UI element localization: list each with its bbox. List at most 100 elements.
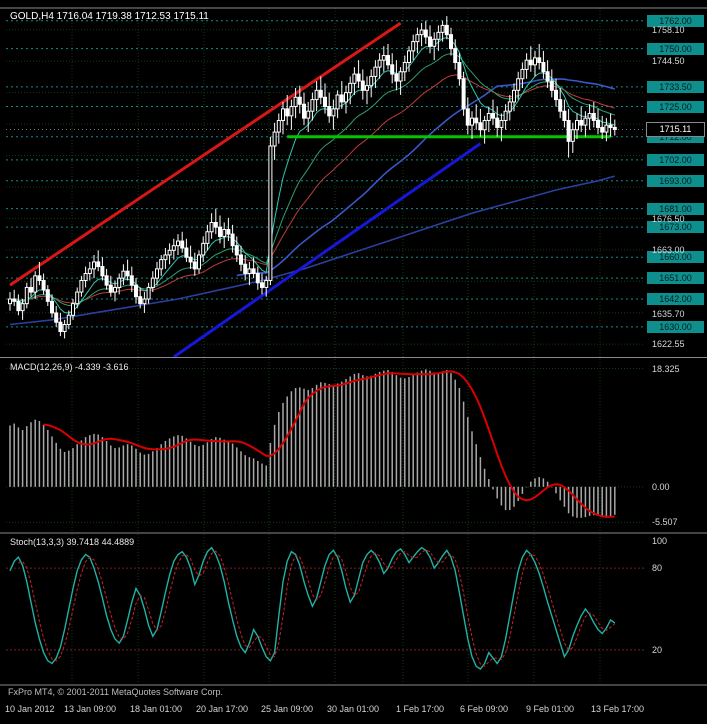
candle-body (108, 284, 113, 293)
candle-body (92, 261, 96, 270)
candle-body (117, 277, 122, 288)
macd-histogram-bar (47, 430, 49, 487)
macd-histogram-bar (311, 388, 314, 487)
macd-histogram-bar (614, 486, 616, 515)
macd-histogram-bar (164, 440, 167, 487)
price-level-label: 1642.00 (647, 293, 704, 305)
candle-body (234, 245, 239, 256)
macd-histogram-bar (483, 468, 486, 487)
macd-histogram-bar (189, 441, 192, 487)
candle-body (75, 291, 80, 305)
candle-body (176, 240, 180, 247)
macd-histogram-bar (601, 486, 603, 518)
candle-body (432, 38, 437, 47)
macd-histogram-bar (114, 448, 116, 487)
candle-body (482, 119, 487, 131)
macd-histogram-bar (534, 478, 536, 487)
candle-body (499, 119, 504, 128)
time-axis-label: 10 Jan 2012 (5, 704, 55, 714)
macd-histogram-bar (567, 486, 570, 514)
macd-histogram-bar (303, 388, 305, 487)
candle-body (71, 303, 75, 316)
macd-histogram-bar (416, 372, 419, 487)
macd-histogram-bar (80, 440, 83, 487)
macd-histogram-bar (105, 440, 108, 487)
candle-body (264, 279, 269, 288)
macd-histogram-bar (290, 391, 293, 487)
macd-histogram-bar (370, 375, 372, 487)
candle-body (562, 110, 567, 121)
candle-body (356, 73, 361, 82)
candle-body (579, 119, 584, 126)
candle-body (402, 61, 407, 73)
candle-body (134, 284, 138, 298)
candle-body (415, 34, 420, 43)
macd-histogram-bar (521, 486, 524, 494)
macd-histogram-bar (345, 379, 347, 487)
candle-body (243, 263, 248, 275)
macd-histogram-bar (395, 375, 398, 487)
macd-scale-label: 0.00 (652, 482, 670, 492)
candle-body (528, 59, 533, 66)
macd-histogram-bar (458, 388, 461, 487)
time-axis-label: 13 Feb 17:00 (591, 704, 645, 714)
macd-histogram-bar (433, 372, 435, 487)
candle-body (29, 286, 33, 293)
macd-histogram-bar (353, 373, 356, 487)
candle-body (268, 145, 273, 281)
candle-body (608, 124, 613, 128)
macd-histogram-bar (265, 465, 267, 487)
candle-body (184, 247, 189, 258)
macd-histogram-bar (55, 442, 57, 487)
candle-body (478, 122, 483, 131)
ma-slow-line (9, 175, 616, 326)
macd-histogram-bar (378, 371, 381, 487)
macd-histogram-bar (231, 443, 234, 487)
stoch-indicator-label: Stoch(13,3,3) 39.7418 44.4889 (10, 537, 135, 547)
macd-histogram-bar (563, 486, 566, 507)
macd-histogram-bar (9, 425, 11, 487)
macd-histogram-bar (307, 389, 309, 487)
macd-histogram-bar (391, 371, 393, 487)
time-axis-label: 13 Jan 09:00 (64, 704, 117, 714)
macd-histogram-bar (475, 444, 477, 487)
price-axis-label: 1676.50 (652, 214, 685, 224)
candle-body (281, 108, 285, 121)
candle-body (310, 99, 315, 112)
macd-histogram-bar (315, 384, 318, 487)
candle-body (302, 103, 306, 119)
candle-body (465, 108, 470, 126)
candle-body (587, 113, 592, 119)
macd-histogram-bar (131, 445, 133, 487)
macd-histogram-bar (248, 457, 251, 487)
candle-body (369, 75, 374, 87)
candle-body (213, 222, 218, 228)
candle-body (377, 59, 382, 68)
candle-body (150, 277, 155, 288)
macd-histogram-bar (261, 463, 263, 487)
macd-histogram-bar (572, 486, 574, 517)
macd-histogram-bar (609, 486, 612, 517)
candle-body (104, 275, 109, 286)
price-level-label: 1630.00 (647, 321, 704, 333)
candle-body (163, 254, 168, 261)
candle-body (323, 96, 327, 108)
candle-body (339, 94, 344, 103)
candle-body (192, 261, 197, 270)
candle-body (197, 254, 201, 270)
macd-histogram-bar (349, 376, 351, 487)
macd-histogram-bar (206, 442, 209, 487)
macd-histogram-bar (13, 423, 15, 487)
macd-histogram-bar (341, 381, 343, 487)
candle-body (411, 41, 416, 52)
macd-histogram-bar (101, 437, 104, 487)
macd-histogram-bar (219, 437, 221, 487)
candle-body (612, 126, 617, 131)
macd-histogram-bar (530, 481, 532, 487)
candle-body (470, 117, 474, 126)
candle-body (155, 268, 159, 279)
candle-body (79, 279, 84, 293)
macd-histogram-bar (597, 486, 599, 516)
candle-body (276, 119, 281, 133)
